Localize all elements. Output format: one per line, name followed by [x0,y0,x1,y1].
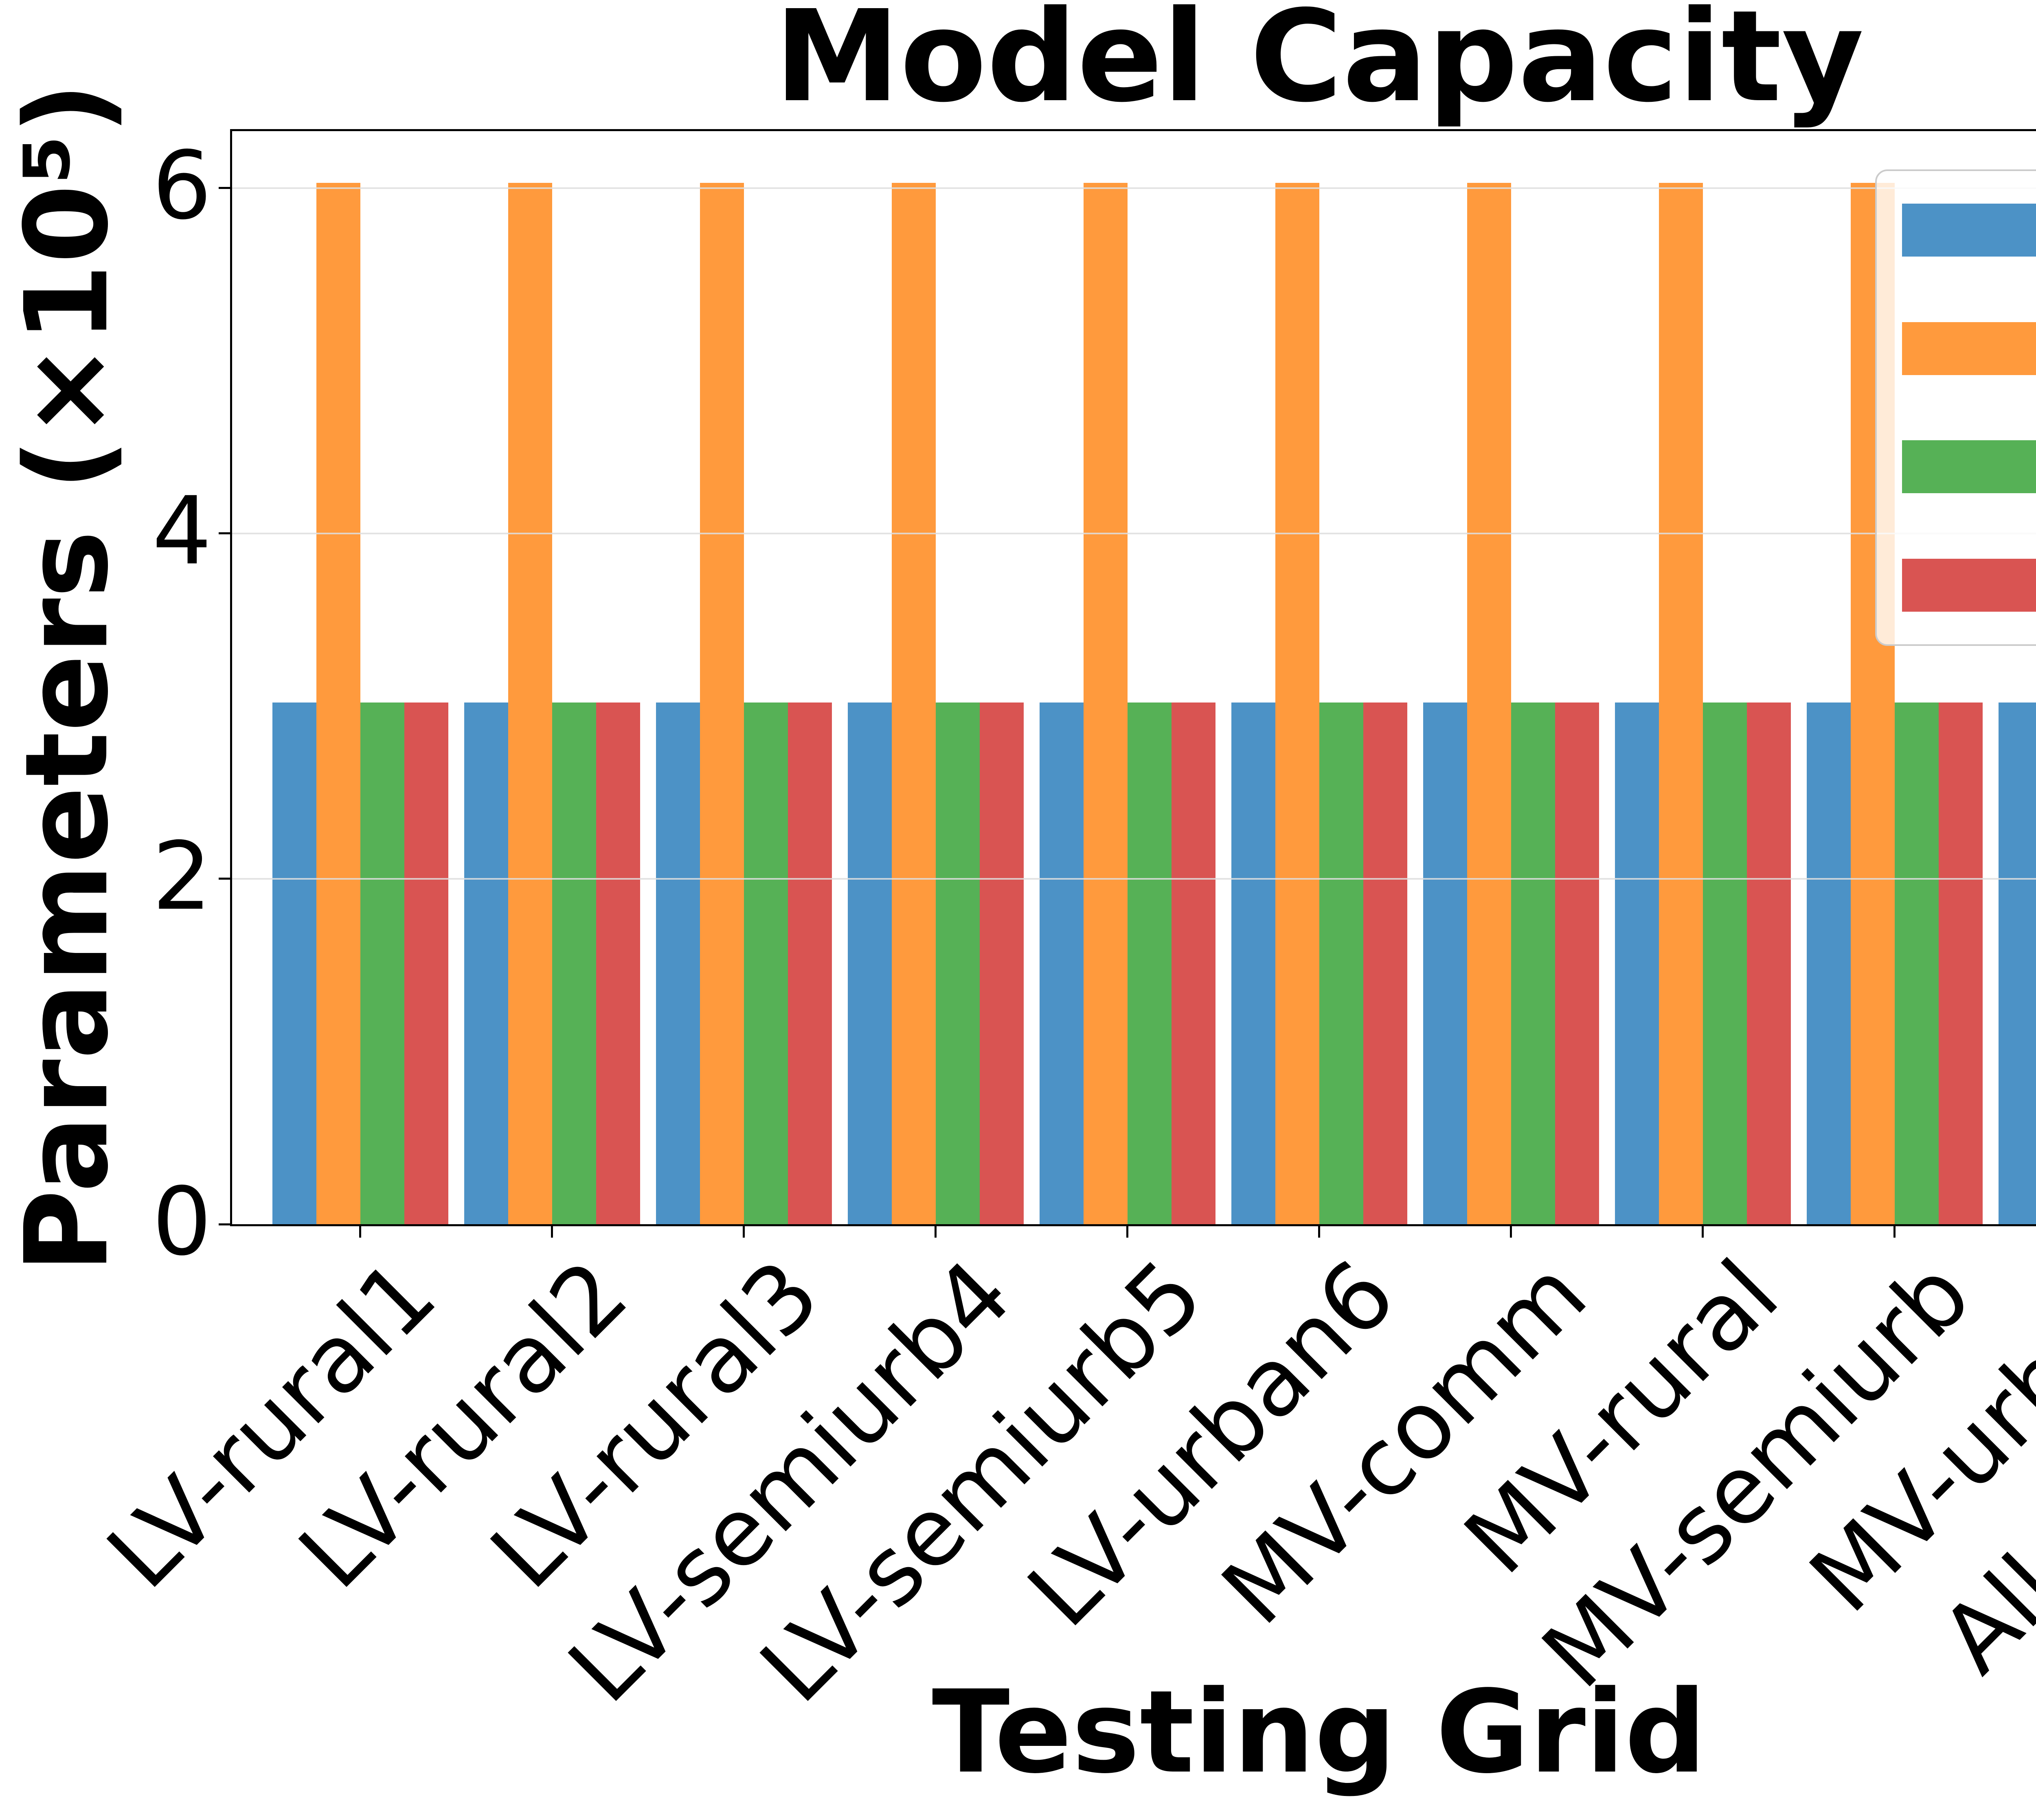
y-axis-label-container: Parameters (×10⁵) [0,82,134,1273]
bar [1939,703,1983,1224]
bar [272,703,316,1224]
y-tick [219,532,230,534]
bar [552,703,596,1224]
legend-item: Base [1902,204,2036,257]
bar [1555,703,1599,1224]
y-tick-label: 4 [152,477,212,586]
bar [1363,703,1407,1224]
legend-item: Cplx [1902,322,2036,375]
gridline [232,533,2036,534]
bar [848,703,892,1224]
legend-swatch [1902,204,2036,257]
legend: Base Cplx PFLoss Res [1875,169,2036,646]
bar [1040,703,1084,1224]
bar [1747,703,1791,1224]
bar [1319,703,1363,1224]
y-tick-label: 6 [152,132,212,241]
y-tick [219,878,230,880]
x-tick [1510,1226,1512,1238]
bar [464,703,508,1224]
x-tick [1702,1226,1704,1238]
gridline [232,187,2036,189]
bar [1423,703,1467,1224]
bar [1467,183,1511,1224]
y-tick-label: 2 [152,822,212,931]
y-tick [219,1223,230,1225]
bar [404,703,448,1224]
x-tick [935,1226,937,1238]
plot-area [219,129,2036,1238]
legend-swatch [1902,558,2036,612]
bar [744,703,788,1224]
bar [1895,703,1939,1224]
bar [1128,703,1172,1224]
bar [788,703,832,1224]
bar [596,703,640,1224]
legend-swatch [1902,440,2036,494]
x-tick [359,1226,361,1238]
y-tick-label: 0 [152,1168,212,1277]
chart-title: Model Capacity [774,0,1864,130]
bar [656,703,700,1224]
bar [1275,183,1319,1224]
x-tick [551,1226,553,1238]
x-tick [1318,1226,1320,1238]
bar [316,183,360,1224]
bar [508,183,552,1224]
legend-item: Res [1902,558,2036,612]
bar [892,183,936,1224]
legend-item: PFLoss [1902,440,2036,494]
y-axis-label: Parameters (×10⁵) [1,82,134,1273]
x-tick [743,1226,745,1238]
x-tick [1893,1226,1896,1238]
bar [1999,703,2036,1224]
bar [1511,703,1555,1224]
bar [1084,183,1128,1224]
gridline [232,878,2036,880]
bar [936,703,980,1224]
legend-swatch [1902,322,2036,375]
bar [360,703,404,1224]
bar [700,183,744,1224]
y-tick [219,187,230,189]
bar [980,703,1024,1224]
x-tick [1126,1226,1128,1238]
bar [1807,703,1851,1224]
bar [1231,703,1275,1224]
bar [1615,703,1659,1224]
bar [1172,703,1215,1224]
bar [1703,703,1747,1224]
bar [1659,183,1703,1224]
x-axis-label: Testing Grid [932,1666,1707,1799]
